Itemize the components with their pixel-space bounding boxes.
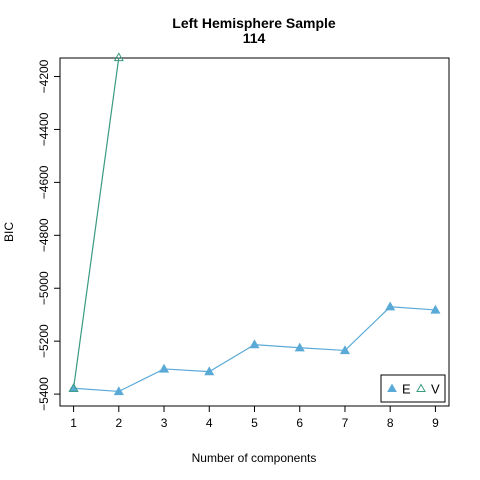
x-tick-label: 7 (342, 416, 349, 430)
x-tick-label: 5 (251, 416, 258, 430)
data-point-e (204, 366, 215, 376)
x-tick-label: 4 (206, 416, 213, 430)
y-tick-label: −4200 (37, 59, 51, 93)
data-point-e (430, 304, 441, 314)
x-tick-label: 9 (432, 416, 439, 430)
y-tick-label: −4400 (37, 112, 51, 146)
x-axis-ticks: 1 2 3 4 5 6 7 8 9 (70, 406, 439, 430)
data-point-e (294, 342, 305, 352)
series-line-v (72, 57, 120, 389)
y-tick-label: −5400 (37, 377, 51, 411)
plot-frame (59, 57, 450, 407)
legend-label-v: V (431, 382, 440, 397)
y-axis-label: BIC (2, 222, 16, 242)
y-axis-ticks: −5400 −5200 −5000 −4800 −4600 −4400 −4200 (37, 59, 60, 411)
series-points (68, 52, 441, 396)
x-tick-label: 1 (70, 416, 77, 430)
y-tick-label: −4800 (37, 218, 51, 252)
data-point-e (249, 339, 260, 349)
data-point-e (158, 363, 170, 373)
chart-title: Left Hemisphere Sample (172, 15, 336, 31)
x-axis-label: Number of components (192, 451, 317, 465)
data-point-e (339, 345, 351, 355)
x-tick-label: 8 (387, 416, 394, 430)
x-tick-label: 3 (161, 416, 168, 430)
y-tick-label: −5000 (37, 271, 51, 305)
data-point-e (385, 301, 396, 311)
data-point-e (113, 386, 124, 396)
data-point-v (68, 383, 79, 392)
x-tick-label: 2 (115, 416, 122, 430)
chart-subtitle: 114 (243, 30, 266, 46)
legend-marker-e (387, 383, 397, 392)
legend-marker-v (416, 383, 426, 392)
legend-label-e: E (402, 382, 411, 397)
x-tick-label: 6 (296, 416, 303, 430)
y-tick-label: −5200 (37, 324, 51, 358)
data-point-v (113, 52, 124, 62)
y-tick-label: −4600 (37, 165, 51, 199)
